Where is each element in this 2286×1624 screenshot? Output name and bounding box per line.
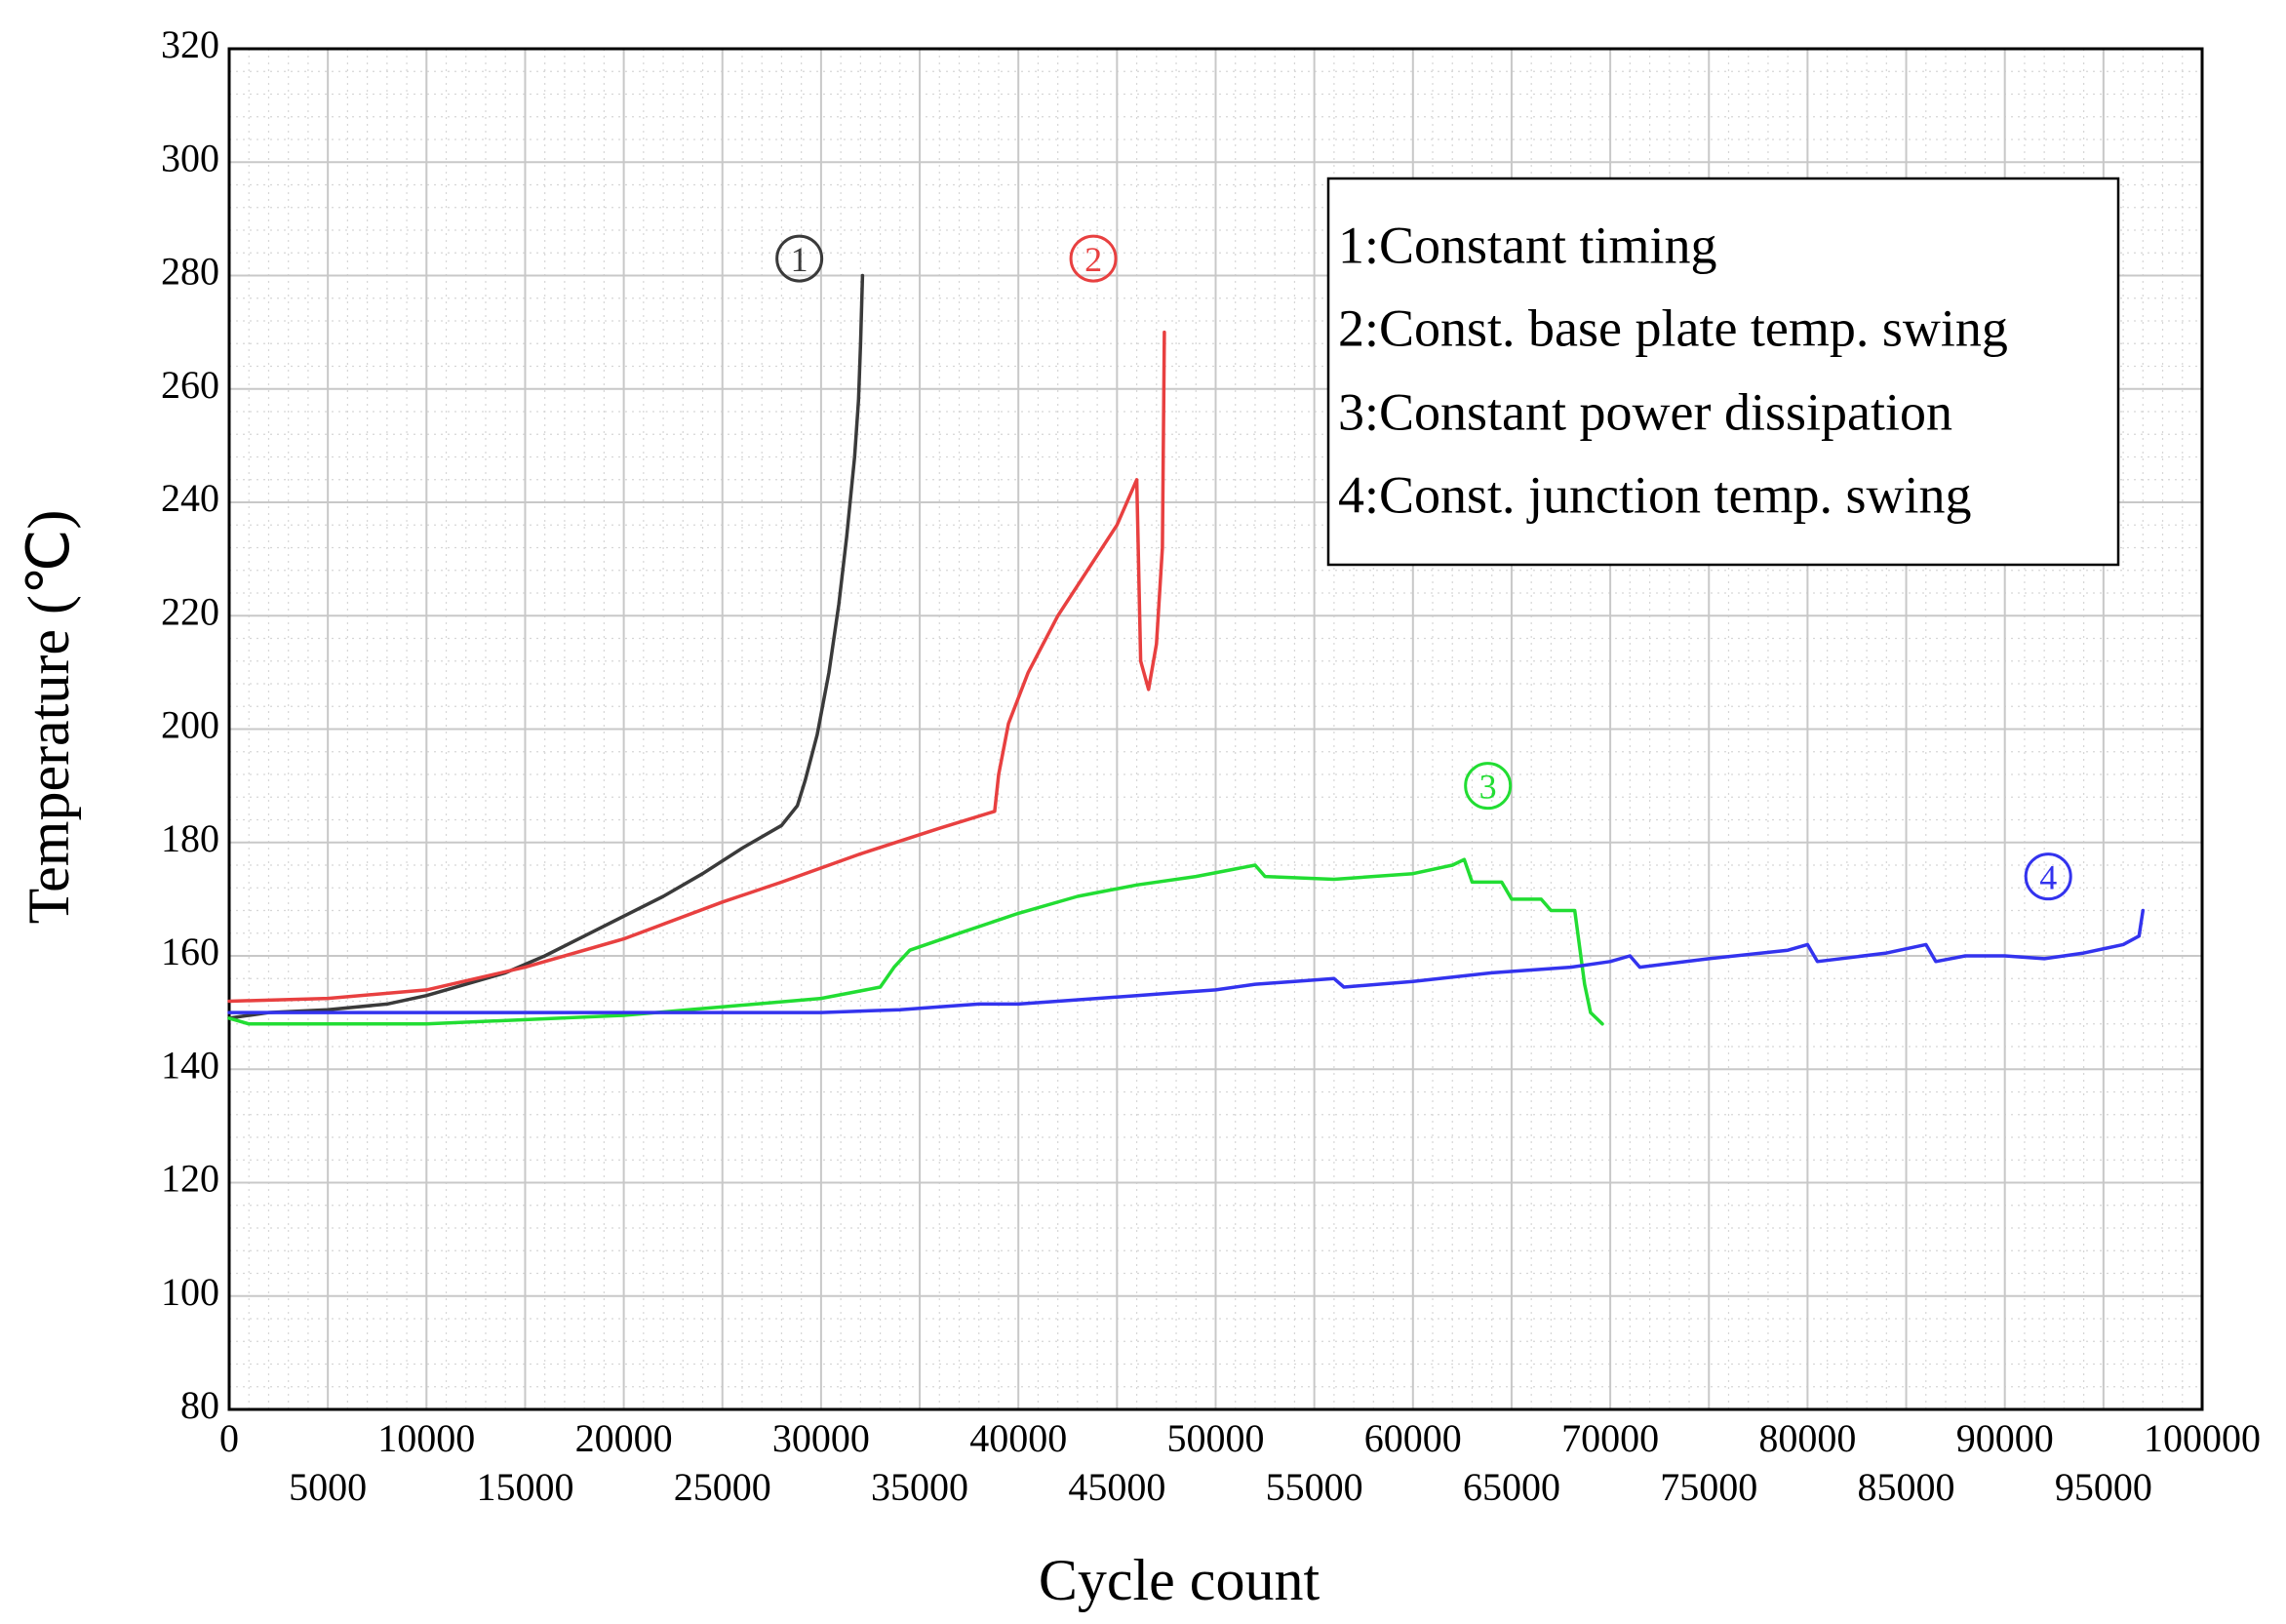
- x-tick-label: 5000: [289, 1465, 367, 1509]
- series-marker-circle-3: [1464, 762, 1513, 811]
- y-tick-label: 140: [161, 1043, 219, 1087]
- plot-area-frame: [227, 47, 2204, 1411]
- legend-entry-2: 2:Const. base plate temp. swing: [1338, 298, 2008, 357]
- x-tick-label: 55000: [1266, 1465, 1363, 1509]
- x-tick-label: 80000: [1758, 1416, 1856, 1460]
- legend-entry-1: 1:Constant timing: [1338, 216, 1717, 274]
- x-tick-label: 65000: [1463, 1465, 1560, 1509]
- x-tick-label: 25000: [674, 1465, 771, 1509]
- y-tick-label: 300: [161, 136, 219, 179]
- x-tick-label: 20000: [575, 1416, 673, 1460]
- y-tick-label: 220: [161, 589, 219, 633]
- series-marker-circle-4: [2024, 852, 2072, 901]
- y-axis-title: Temperature (℃): [17, 510, 81, 925]
- x-tick-label: 40000: [969, 1416, 1067, 1460]
- x-tick-label: 90000: [1956, 1416, 2054, 1460]
- x-tick-label: 100000: [2144, 1416, 2261, 1460]
- series-line-4: [227, 908, 2146, 1014]
- series-line-2: [227, 330, 1166, 1004]
- x-tick-label: 45000: [1068, 1465, 1165, 1509]
- series-marker-circle-2: [1069, 234, 1118, 283]
- x-tick-label: 10000: [377, 1416, 475, 1460]
- legend: 1:Constant timing 2:Const. base plate te…: [1326, 177, 2120, 567]
- x-tick-label: 85000: [1858, 1465, 1955, 1509]
- x-tick-label: 50000: [1167, 1416, 1265, 1460]
- legend-box: [1326, 177, 2120, 567]
- y-tick-label: 100: [161, 1270, 219, 1314]
- y-tick-label: 160: [161, 930, 219, 973]
- y-tick-label: 180: [161, 816, 219, 860]
- y-tick-label: 240: [161, 476, 219, 520]
- legend-entry-4: 4:Const. junction temp. swing: [1338, 465, 1972, 524]
- y-tick-label: 280: [161, 250, 219, 294]
- y-tick-label: 200: [161, 703, 219, 747]
- x-tick-label: 75000: [1660, 1465, 1757, 1509]
- legend-entry-3: 3:Constant power dissipation: [1338, 382, 1952, 441]
- series-marker-label-1: 1: [791, 240, 808, 279]
- x-tick-label: 70000: [1561, 1416, 1659, 1460]
- x-tick-label: 95000: [2055, 1465, 2152, 1509]
- x-tick-label: 15000: [476, 1465, 573, 1509]
- series-marker-circle-1: [775, 234, 824, 283]
- series-marker-label-3: 3: [1479, 768, 1497, 807]
- x-tick-label: 60000: [1364, 1416, 1462, 1460]
- y-tick-label: 320: [161, 22, 219, 66]
- y-tick-label: 260: [161, 363, 219, 407]
- series-line-1: [227, 273, 865, 1020]
- series-marker-label-4: 4: [2039, 858, 2057, 897]
- x-tick-label: 0: [219, 1416, 239, 1460]
- x-axis-ticks: 0 10000 20000 30000 40000 50000 60000 70000 8000…: [219, 1416, 2261, 1509]
- y-axis-ticks: 80 100 120 140 160 180 200 220 240 260 280 300 320: [161, 22, 219, 1427]
- series-layer: [227, 273, 2146, 1026]
- series-markers: 1 2 3 4: [775, 234, 2072, 901]
- y-tick-label: 80: [180, 1383, 219, 1427]
- series-marker-label-2: 2: [1084, 240, 1102, 279]
- series-line-3: [227, 857, 1604, 1026]
- x-tick-label: 35000: [871, 1465, 968, 1509]
- y-tick-label: 120: [161, 1157, 219, 1201]
- x-axis-title: Cycle count: [1039, 1548, 1320, 1612]
- x-tick-label: 30000: [772, 1416, 870, 1460]
